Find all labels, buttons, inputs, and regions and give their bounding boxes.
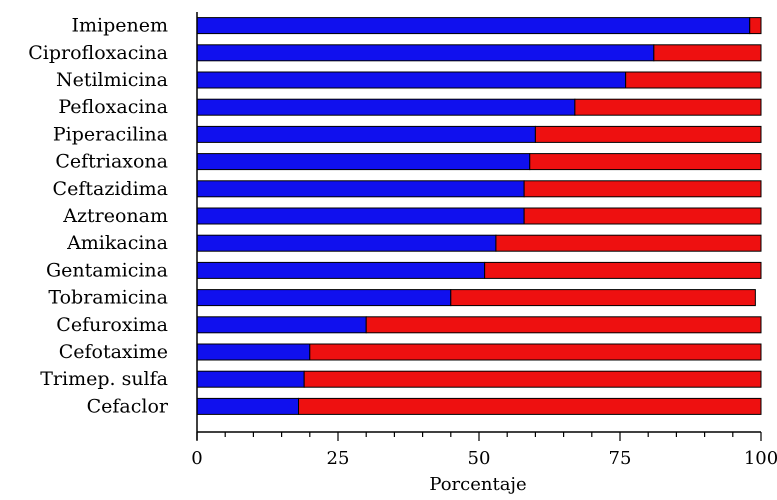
bar-red-10 (450, 289, 756, 307)
category-label-5: Ceftriaxona (55, 151, 168, 173)
category-label-10: Tobramicina (48, 287, 168, 309)
bar-blue-0 (196, 17, 751, 35)
bar-red-8 (495, 234, 762, 252)
bar-red-9 (484, 261, 762, 279)
bar-blue-4 (196, 125, 536, 143)
category-label-6: Ceftazidima (53, 178, 168, 200)
x-tick-label-3: 75 (609, 448, 632, 469)
category-labels: Imipenem Ciprofloxacina Netilmicina Pefloxa… (28, 15, 169, 418)
category-label-0: Imipenem (71, 15, 168, 37)
x-axis: 0 25 50 75 100 (191, 12, 777, 469)
bar-blue-12 (196, 343, 311, 361)
bar-blue-11 (196, 316, 367, 334)
bar-blue-3 (196, 98, 576, 116)
bar-blue-10 (196, 289, 452, 307)
category-label-1: Ciprofloxacina (28, 42, 168, 64)
bar-red-13 (303, 370, 762, 388)
bar-red-3 (574, 98, 762, 116)
bar-red-6 (523, 180, 762, 198)
category-label-11: Cefuroxima (56, 314, 168, 336)
x-tick-label-0: 0 (191, 448, 202, 469)
x-tick-label-4: 100 (744, 448, 777, 469)
bar-red-5 (529, 153, 762, 171)
bar-blue-2 (196, 71, 627, 89)
bar-blue-13 (196, 370, 305, 388)
category-label-3: Pefloxacina (58, 96, 168, 118)
category-label-2: Netilmicina (56, 69, 168, 91)
category-label-12: Cefotaxime (59, 341, 168, 363)
bar-red-12 (309, 343, 762, 361)
bar-blue-9 (196, 261, 486, 279)
bar-red-7 (523, 207, 762, 225)
x-axis-title: Porcentaje (429, 474, 526, 495)
bar-red-4 (534, 125, 762, 143)
bar-blue-5 (196, 153, 531, 171)
bar-blue-6 (196, 180, 525, 198)
category-label-9: Gentamicina (46, 259, 168, 281)
bar-blue-14 (196, 397, 300, 415)
category-label-14: Cefaclor (87, 395, 169, 417)
bar-red-0 (749, 17, 762, 35)
category-label-4: Piperacilina (53, 123, 168, 145)
bar-red-2 (625, 71, 762, 89)
bar-blue-7 (196, 207, 525, 225)
category-label-8: Amikacina (66, 232, 168, 254)
bar-red-14 (298, 397, 762, 415)
x-tick-label-2: 50 (468, 448, 491, 469)
bars-group (196, 17, 762, 415)
category-label-13: Trimep. sulfa (40, 368, 168, 390)
bar-red-11 (365, 316, 762, 334)
bar-blue-8 (196, 234, 497, 252)
bar-red-1 (653, 44, 762, 62)
bar-blue-1 (196, 44, 655, 62)
category-label-7: Aztreonam (62, 205, 168, 227)
x-tick-label-1: 25 (327, 448, 350, 469)
